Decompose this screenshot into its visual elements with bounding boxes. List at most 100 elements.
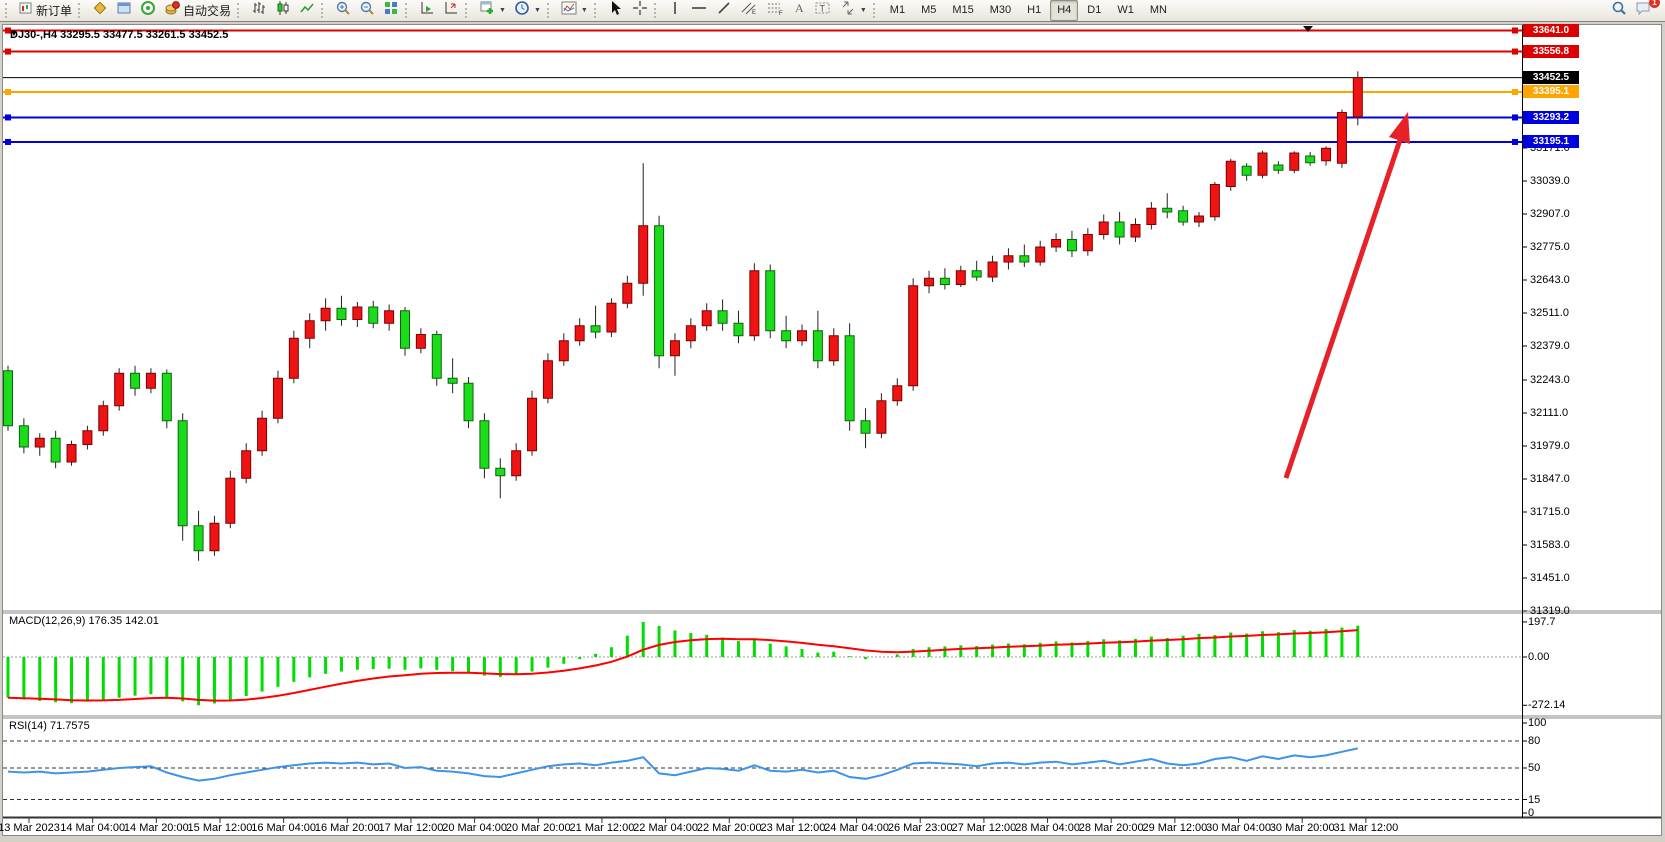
new-order-button[interactable]: 新订单 [15,0,76,21]
timeframe-w1[interactable]: W1 [1117,4,1134,16]
market-watch-icon [92,0,108,21]
auto-scroll-icon [419,0,435,21]
equidistant-channel-button[interactable]: E [736,0,762,21]
fibonacci-button[interactable]: F [762,0,788,21]
timeframe-h1[interactable]: H1 [1027,4,1042,16]
candle-body [209,522,220,552]
candle-body [511,450,522,477]
line-handle-right[interactable] [1512,27,1518,34]
candle-body [908,285,919,387]
toolbar-grip [653,3,660,18]
tile-windows-button[interactable] [379,0,403,21]
chart-window[interactable] [2,24,1662,836]
line-handle-left[interactable] [5,27,11,34]
cursor-icon [608,0,624,21]
notifications-button[interactable]: 1 [1631,0,1660,21]
bar-chart-icon [251,0,267,21]
text-button[interactable]: A [788,0,810,21]
line-handle-left[interactable] [5,88,11,95]
svg-text:A: A [795,1,804,15]
candle-body [876,400,887,434]
candle-body [288,337,299,379]
candle-body [669,340,680,357]
line-handle-left[interactable] [5,138,11,145]
candle-body [18,425,29,448]
main-toolbar: 新订单 自动交易 ▼ ▼ ▼ E F A T [0,0,1665,22]
line-handle-left[interactable] [5,114,11,121]
clock-icon [514,0,530,21]
new-chart-icon [479,0,495,21]
candle-body [368,306,379,324]
search-button[interactable] [1607,0,1631,21]
new-order-icon [19,1,33,20]
line-handle-right[interactable] [1512,138,1518,145]
line-handle-right[interactable] [1512,88,1518,95]
candle-body [622,282,633,304]
chevron-down-icon: ▼ [533,7,541,14]
auto-scroll-button[interactable] [415,0,439,21]
crosshair-button[interactable] [628,0,652,21]
candle-body [939,277,950,285]
horizontal-line-button[interactable] [686,0,712,21]
line-handle-right[interactable] [1512,114,1518,121]
trendline-button[interactable] [712,0,736,21]
timeframe-m15[interactable]: M15 [952,4,974,16]
candle-body [145,372,156,389]
candle-body [1082,234,1093,252]
navigator-button[interactable] [136,0,160,21]
cursor-button[interactable] [604,0,628,21]
candle-body [574,325,585,342]
candle-body [781,330,792,342]
vertical-line-icon [668,0,682,21]
profiles-button[interactable]: ▼ [510,0,545,21]
candle-body [1066,239,1077,252]
candle-body [1352,77,1363,118]
trend-arrow[interactable] [1283,112,1410,479]
zoom-in-button[interactable] [331,0,355,21]
candle-body [384,310,395,324]
line-handle-left[interactable] [5,48,11,55]
market-watch-button[interactable] [88,0,112,21]
candle-body [971,270,982,278]
new-chart-button[interactable]: ▼ [475,0,510,21]
timeframe-h4[interactable]: H4 [1050,0,1079,21]
candle-body [114,372,125,407]
candle-body [1114,221,1125,238]
vertical-line-button[interactable] [664,0,686,21]
indicators-button[interactable]: ▼ [557,0,592,21]
candle-body [606,302,617,333]
data-window-button[interactable] [112,0,136,21]
timeframe-m5[interactable]: M5 [921,4,937,16]
macd-signal-line [7,629,1358,702]
candle-body [892,385,903,402]
line-chart-button[interactable] [295,0,319,21]
timeframe-d1[interactable]: D1 [1087,4,1102,16]
toolbar-grip [546,3,553,18]
horizontal-line-icon [690,0,708,21]
text-label-button[interactable]: T [810,0,836,21]
arrows-button[interactable]: ▼ [836,0,871,21]
autotrading-icon [164,0,180,21]
toolbar-grip [405,3,411,18]
candle-body [1209,184,1220,218]
text-label-icon: T [814,0,832,21]
timeframe-m1[interactable]: M1 [889,4,906,16]
candlestick-chart-button[interactable] [271,0,295,21]
autotrading-button[interactable]: 自动交易 [160,0,235,21]
crosshair-icon [632,0,648,21]
zoom-out-button[interactable] [355,0,379,21]
candle-body [844,335,855,422]
candle-body [431,334,442,379]
timeframe-m30[interactable]: M30 [989,4,1012,16]
indicators-icon [561,0,577,21]
candle-body [1305,155,1316,164]
candle-body [225,477,236,524]
chart-shift-button[interactable] [439,0,463,21]
candlestick-chart-icon [275,0,291,21]
candle-body [1336,112,1347,164]
timeframe-mn[interactable]: MN [1149,4,1167,16]
chart-shift-marker[interactable] [1303,26,1313,32]
line-handle-right[interactable] [1512,48,1518,55]
bar-chart-button[interactable] [247,0,271,21]
